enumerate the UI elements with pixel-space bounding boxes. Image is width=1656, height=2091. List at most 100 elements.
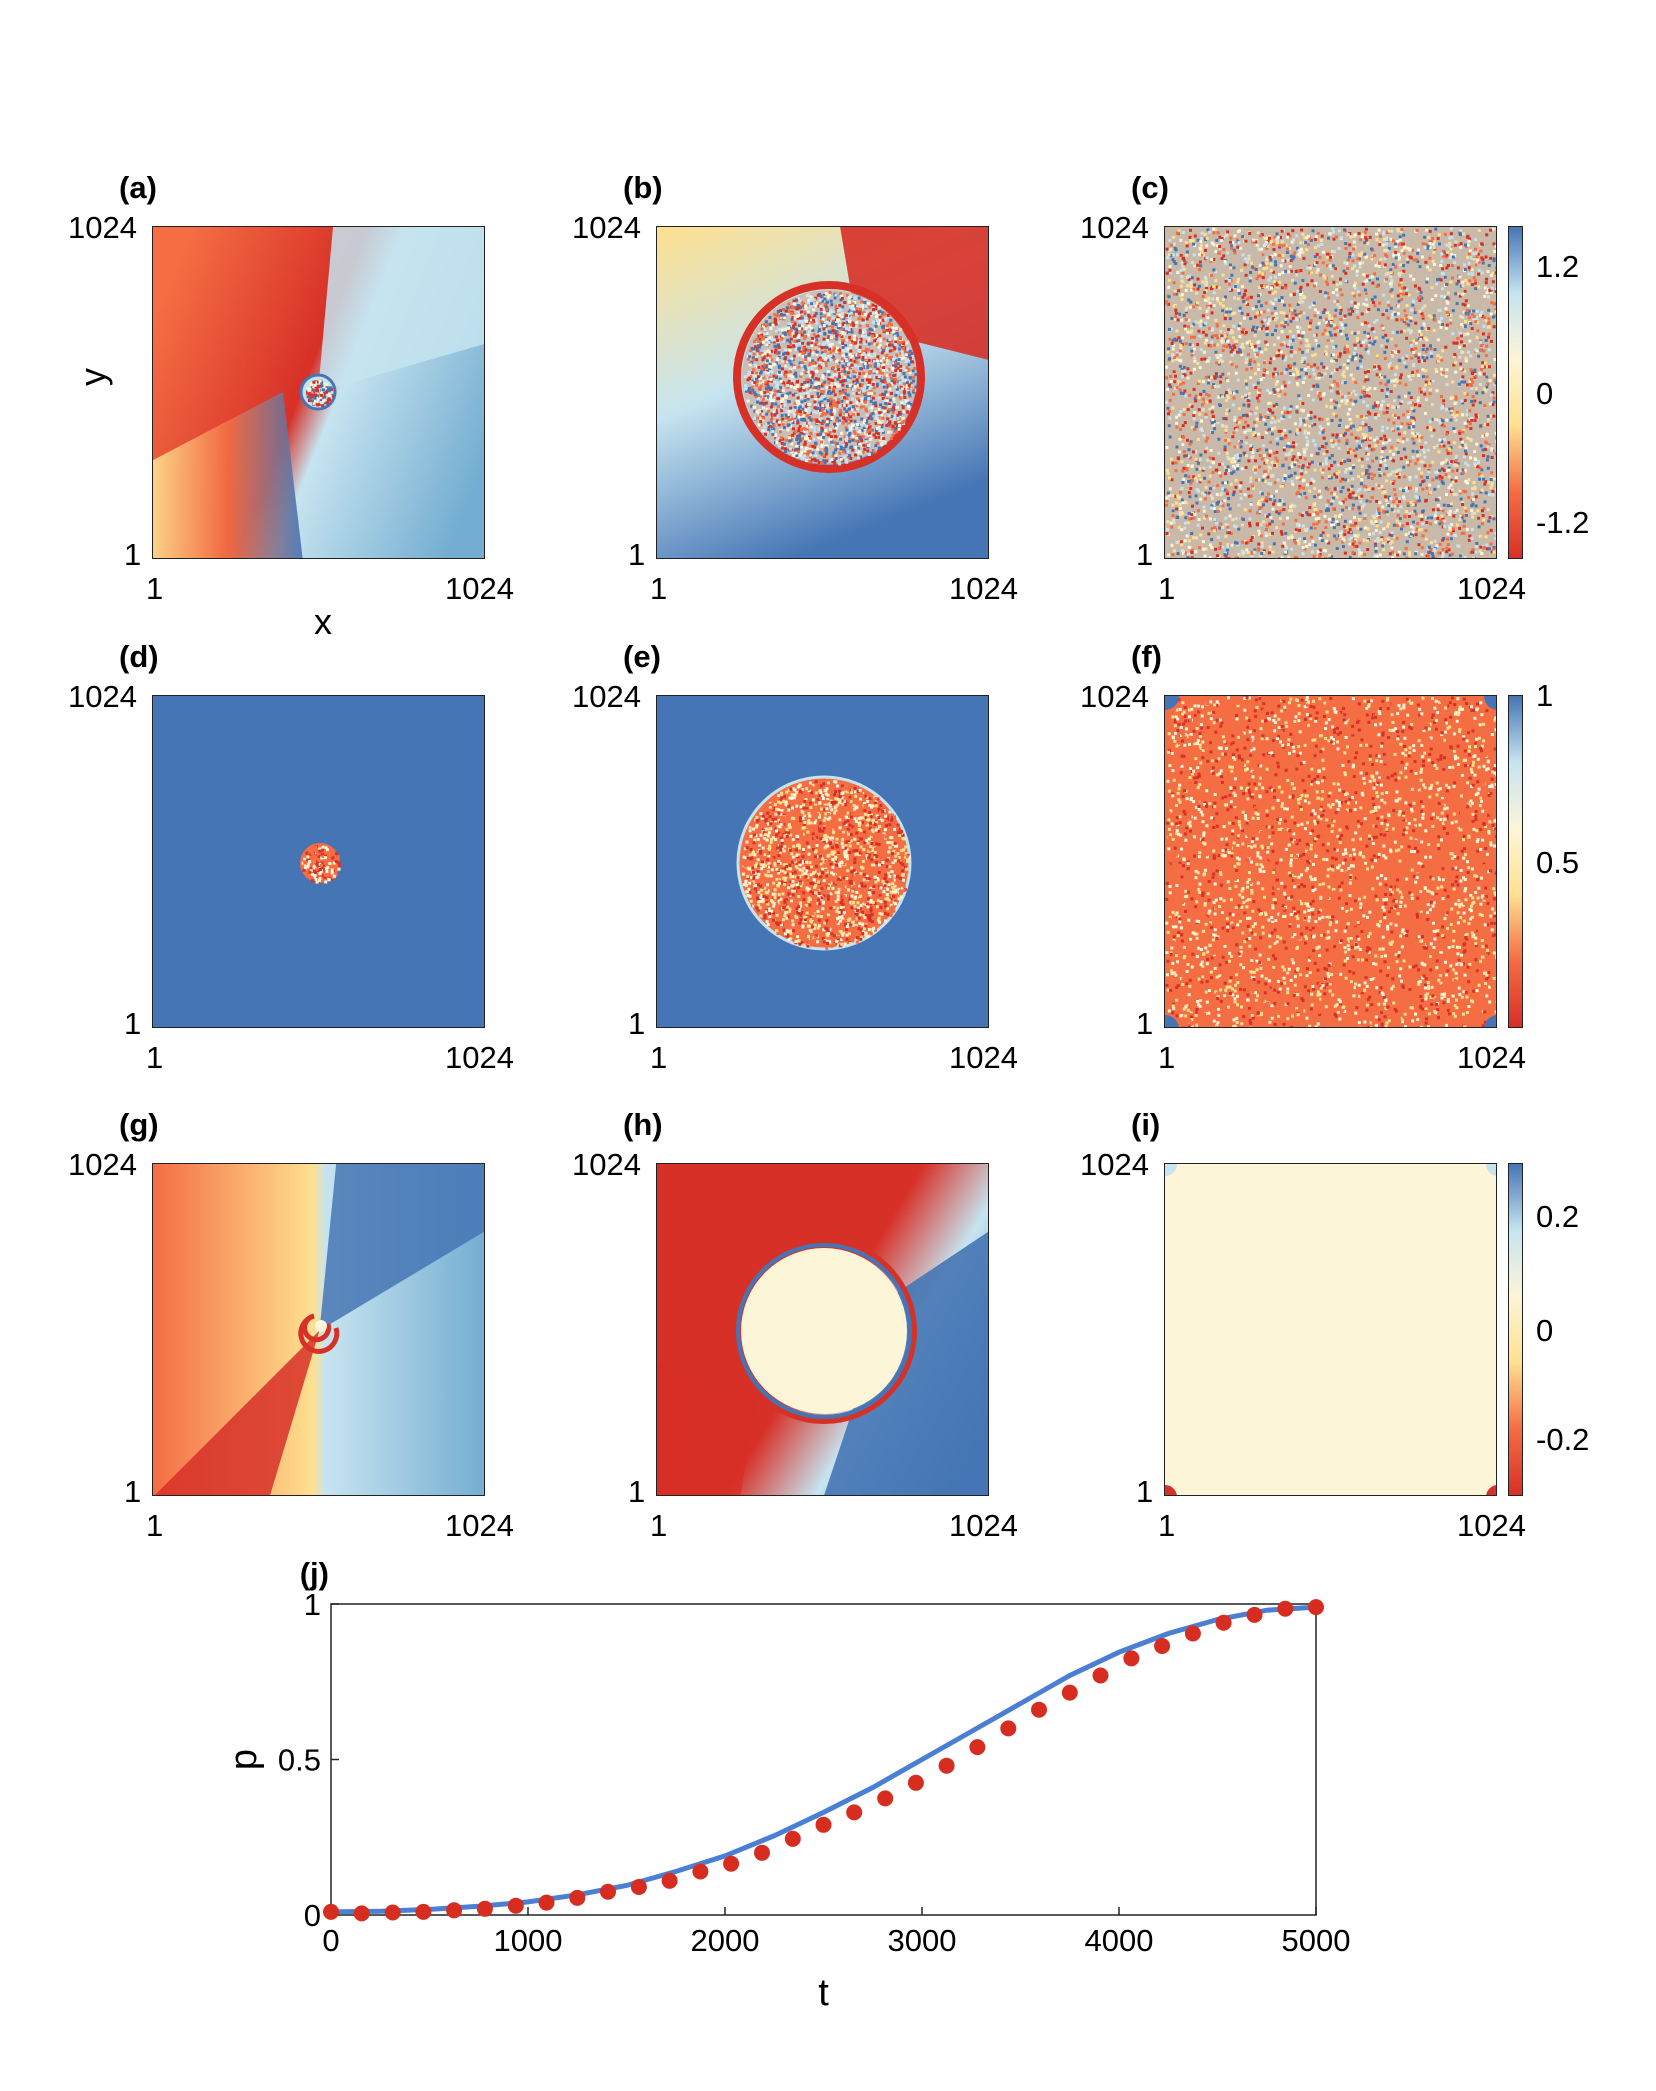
panel-label: (i) — [1131, 1107, 1161, 1142]
x-min-tick: 1 — [1158, 571, 1176, 606]
data-point — [784, 1830, 801, 1847]
x-tick-label: 3000 — [888, 1923, 957, 1958]
y-max-tick: 1024 — [68, 210, 137, 245]
x-tick-label: 0 — [322, 1923, 339, 1958]
y-min-tick: 1 — [1136, 1006, 1154, 1041]
heatmap-panel — [1164, 1163, 1497, 1496]
data-point — [661, 1872, 678, 1889]
data-point — [1000, 1720, 1017, 1737]
noise-texture — [1165, 227, 1496, 558]
colorbar-tick: 0.5 — [1536, 844, 1580, 880]
y-min-tick: 1 — [1136, 1474, 1154, 1509]
heatmap-image — [657, 1164, 988, 1495]
x-max-tick: 1024 — [1457, 571, 1526, 606]
data-point — [476, 1900, 493, 1917]
x-axis-label: t — [818, 1972, 829, 2014]
heatmap-panel — [656, 226, 989, 559]
data-point — [415, 1903, 432, 1920]
data-point — [538, 1894, 555, 1911]
y-tick-label: 0 — [304, 1898, 321, 1933]
x-max-tick: 1024 — [1457, 1508, 1526, 1543]
data-point — [877, 1790, 894, 1807]
panel-label: (h) — [623, 1107, 663, 1142]
x-min-tick: 1 — [650, 1508, 668, 1543]
data-point — [815, 1816, 832, 1833]
data-point — [938, 1757, 955, 1774]
heatmap-image — [1165, 696, 1496, 1027]
data-point — [907, 1774, 924, 1791]
panel-label: (e) — [623, 639, 661, 674]
data-point — [1246, 1606, 1263, 1623]
y-max-tick: 1024 — [68, 679, 137, 714]
data-point — [507, 1897, 524, 1914]
y-max-tick: 1024 — [572, 210, 641, 245]
data-point — [569, 1889, 586, 1906]
heatmap-image — [153, 696, 484, 1027]
plot-frame — [330, 1603, 1317, 1916]
panel-label: (c) — [1131, 170, 1169, 205]
x-min-tick: 1 — [146, 1040, 164, 1075]
y-min-tick: 1 — [1136, 537, 1154, 572]
x-min-tick: 1 — [650, 1040, 668, 1075]
heatmap-panel — [656, 1163, 989, 1496]
panel-label: (b) — [623, 170, 663, 205]
y-max-tick: 1024 — [1080, 679, 1149, 714]
x-tick-label: 2000 — [691, 1923, 760, 1958]
x-axis-label: x — [314, 601, 332, 642]
data-point — [600, 1883, 616, 1900]
colorbar — [1508, 695, 1523, 1028]
data-point — [1092, 1667, 1109, 1684]
x-max-tick: 1024 — [445, 571, 514, 606]
data-point — [754, 1844, 770, 1861]
x-min-tick: 1 — [146, 1508, 164, 1543]
y-min-tick: 1 — [124, 537, 142, 572]
data-point — [1061, 1684, 1078, 1701]
data-point — [723, 1855, 740, 1872]
data-point — [630, 1879, 647, 1895]
data-point — [1154, 1638, 1171, 1654]
x-max-tick: 1024 — [445, 1508, 514, 1543]
x-max-tick: 1024 — [949, 571, 1018, 606]
y-min-tick: 1 — [628, 1006, 646, 1041]
data-point — [1215, 1614, 1232, 1631]
colorbar-tick: 0.2 — [1536, 1199, 1580, 1235]
data-point — [1031, 1701, 1047, 1718]
heatmap-panel — [656, 695, 989, 1028]
heatmap-panel — [1164, 695, 1497, 1028]
y-max-tick: 1024 — [1080, 210, 1149, 245]
panel-label: (g) — [119, 1107, 159, 1142]
data-point — [969, 1739, 986, 1756]
colorbar-tick: 0 — [1536, 1312, 1554, 1348]
panel-label: (a) — [119, 170, 157, 205]
colorbar-tick: -1.2 — [1536, 505, 1590, 541]
x-max-tick: 1024 — [1457, 1040, 1526, 1075]
x-tick-label: 1000 — [494, 1923, 563, 1958]
colorbar — [1508, 1163, 1523, 1496]
heatmap-panel — [1164, 226, 1497, 559]
data-point — [1123, 1650, 1140, 1667]
y-min-tick: 1 — [124, 1474, 142, 1509]
data-point — [846, 1804, 863, 1821]
panel-label: (f) — [1131, 639, 1162, 674]
y-max-tick: 1024 — [1080, 1147, 1149, 1182]
y-tick-label: 1 — [304, 1587, 321, 1622]
data-point — [323, 1903, 339, 1920]
y-min-tick: 1 — [124, 1006, 142, 1041]
heatmap-panel — [152, 226, 485, 559]
y-max-tick: 1024 — [572, 679, 641, 714]
heatmap-panel — [152, 1163, 485, 1496]
noise-texture — [306, 379, 334, 407]
noise-texture — [301, 844, 342, 885]
x-max-tick: 1024 — [445, 1040, 514, 1075]
colorbar — [1508, 226, 1523, 559]
heatmap-image — [153, 227, 484, 558]
noise-texture — [1165, 696, 1496, 1027]
y-max-tick: 1024 — [68, 1147, 137, 1182]
noise-texture — [743, 291, 918, 466]
series-line — [330, 1604, 1317, 1915]
y-axis-label: p — [223, 1749, 265, 1770]
panel-label: (j) — [300, 1556, 329, 1591]
colorbar-tick: 0 — [1536, 375, 1554, 411]
x-max-tick: 1024 — [949, 1040, 1018, 1075]
x-max-tick: 1024 — [949, 1508, 1018, 1543]
